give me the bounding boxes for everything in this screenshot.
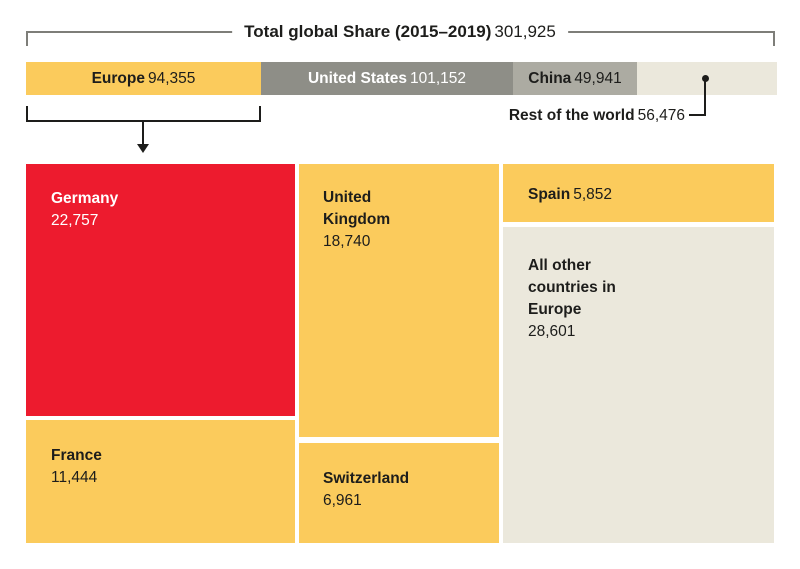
treemap-block-france: France 11,444 [26, 420, 295, 543]
germany-value: 22,757 [51, 212, 99, 229]
china-name: China [528, 70, 572, 87]
china-value: 49,941 [574, 70, 622, 87]
rest-of-world-value: 56,476 [637, 107, 685, 124]
treemap-block-spain: Spain 5,852 [503, 164, 774, 222]
germany-name: Germany [51, 190, 119, 207]
france-value: 11,444 [51, 469, 98, 486]
rest-of-world-connector-horizontal [689, 114, 706, 116]
spain-name: Spain [528, 186, 571, 203]
bar-segment-china: China 49,941 [513, 62, 637, 95]
united-kingdom-value: 18,740 [323, 233, 371, 250]
united-kingdom-name: United Kingdom [323, 189, 391, 228]
chart-title: Total global Share (2015–2019) 301,925 [232, 20, 568, 44]
treemap-block-germany: Germany 22,757 [26, 164, 295, 416]
rest-of-world-connector-vertical [704, 80, 706, 116]
total-bracket-tick-right [773, 31, 775, 46]
europe-name: Europe [91, 70, 145, 87]
rest-of-world-label: Rest of the world 56,476 [509, 106, 685, 126]
bar-segment-europe: Europe 94,355 [26, 62, 261, 95]
europe-bracket-tick-left [26, 106, 28, 122]
rest-of-world-name: Rest of the world [508, 107, 635, 124]
treemap-block-all-other-countries: All other countries in Europe 28,601 [503, 227, 774, 543]
france-name: France [51, 447, 102, 464]
united-states-name: United States [307, 70, 408, 87]
switzerland-name: Switzerland [323, 470, 410, 487]
treemap-block-united-kingdom: United Kingdom 18,740 [299, 164, 499, 437]
chart-title-value: 301,925 [494, 22, 556, 41]
spain-value: 5,852 [573, 186, 612, 203]
treemap-block-switzerland: Switzerland 6,961 [299, 443, 499, 543]
united-states-value: 101,152 [410, 70, 467, 87]
europe-arrow-stem [142, 120, 144, 144]
europe-bracket-tick-right [259, 106, 261, 122]
europe-value: 94,355 [147, 70, 196, 87]
bar-segment-united-states: United States 101,152 [261, 62, 513, 95]
rest-of-world-dot-icon [702, 75, 709, 82]
all-other-countries-name: All other countries in Europe [528, 257, 616, 318]
total-bracket-tick-left [26, 31, 28, 46]
all-other-countries-value: 28,601 [528, 323, 576, 340]
switzerland-value: 6,961 [323, 492, 362, 509]
chart-title-label: Total global Share (2015–2019) [244, 22, 492, 41]
europe-arrow-head-icon [137, 144, 149, 153]
